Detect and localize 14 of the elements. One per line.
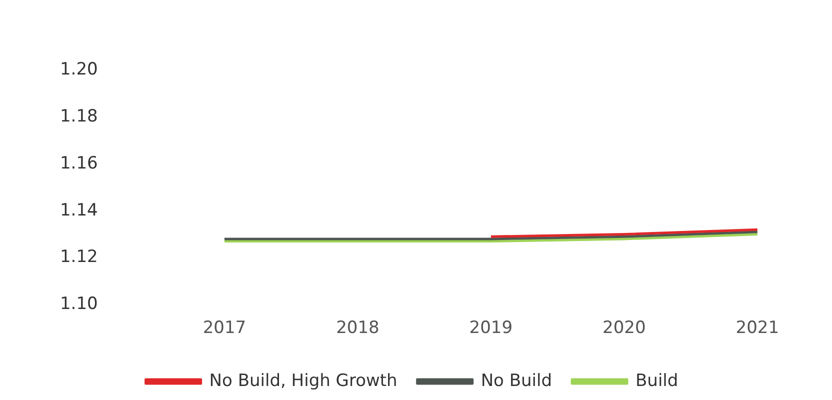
y-tick-label: 1.10 [60, 294, 98, 314]
y-tick-label: 1.12 [60, 247, 98, 268]
y-tick-label: 1.18 [60, 106, 98, 126]
legend-label: Build [636, 370, 678, 391]
x-tick-label: 2019 [469, 318, 513, 338]
y-tick-label: 1.20 [60, 60, 98, 80]
y-tick-label: 1.14 [60, 200, 98, 220]
x-tick-label: 2021 [736, 318, 780, 338]
legend-label: No Build [480, 370, 552, 391]
x-tick-label: 2017 [202, 318, 246, 338]
y-tick-label: 1.16 [60, 153, 98, 174]
x-tick-label: 2020 [602, 318, 646, 338]
legend-label: No Build, High Growth [209, 370, 398, 391]
x-tick-label: 2018 [336, 318, 380, 338]
